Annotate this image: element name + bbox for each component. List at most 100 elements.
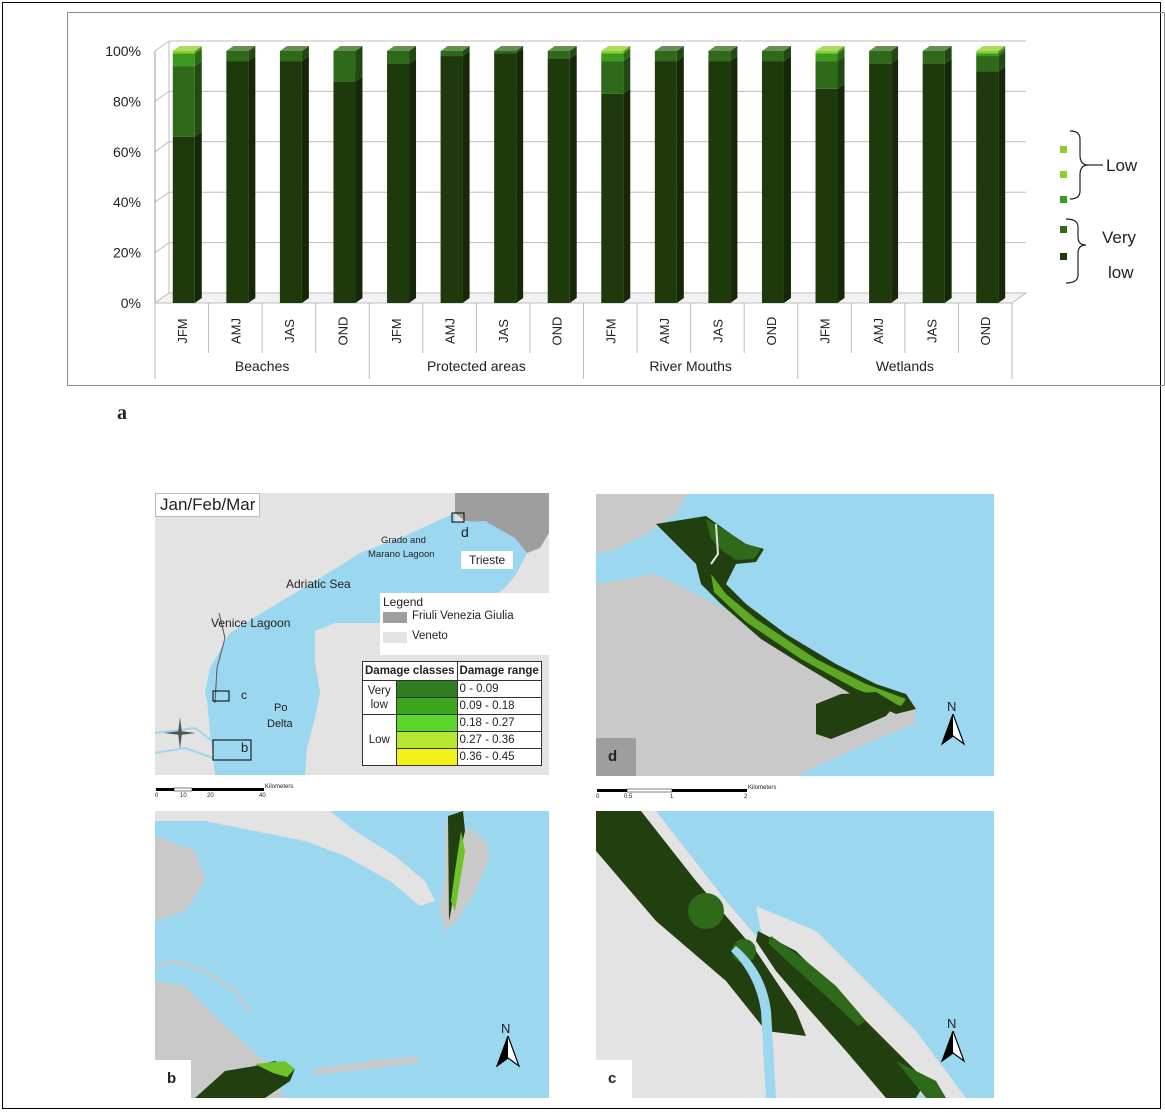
scale-tick: 2 <box>744 794 748 800</box>
bar-segment <box>708 46 738 62</box>
legend-veneto-label: Veneto <box>412 630 448 642</box>
bar-segment <box>547 46 577 59</box>
grid-line <box>154 90 170 102</box>
legend-veneto-swatch <box>383 632 407 643</box>
map-b-label: b <box>155 1060 191 1098</box>
north-arrow-icon <box>495 1036 521 1068</box>
x-tick-label: JFM <box>603 318 618 343</box>
bar-segment <box>226 56 256 303</box>
bar-segment <box>976 48 1006 57</box>
map-d-graphic <box>596 494 916 776</box>
fvg-land <box>455 493 549 553</box>
scale-unit: Kilometers <box>748 785 777 791</box>
bar-segment <box>440 51 470 303</box>
map-d-label: d <box>596 738 636 776</box>
legend-swatch <box>1060 226 1067 233</box>
group-label: Wetlands <box>876 358 934 374</box>
label-venice-lagoon: Venice Lagoon <box>211 616 291 630</box>
map-d-scale-bar: Kilometers 0 0.5 1 2 <box>596 785 776 806</box>
scale-tick: 0.5 <box>624 794 633 800</box>
damage-range-4: 0.36 - 0.45 <box>456 748 542 766</box>
bar-segment <box>601 46 631 54</box>
bar-segment <box>761 56 791 303</box>
header-damage-range: Damage range <box>456 661 542 681</box>
bar-segment <box>601 48 631 62</box>
label-po: Po <box>274 702 288 714</box>
bar-segment <box>654 46 684 62</box>
label-d: d <box>461 524 469 540</box>
x-tick-label: OND <box>550 317 565 346</box>
y-tick-label: 80% <box>113 93 141 109</box>
map-b: b N <box>155 811 549 1098</box>
bar-segment <box>172 131 202 303</box>
map-c-label: c <box>596 1060 632 1098</box>
bar-segment <box>654 56 684 303</box>
x-tick-label: JAS <box>282 319 297 343</box>
map-b-graphic <box>155 811 490 1098</box>
x-tick-label: JAS <box>496 319 511 343</box>
legend-swatch <box>1060 253 1067 260</box>
group-label: Beaches <box>235 358 289 374</box>
y-tick-label: 100% <box>105 43 141 59</box>
legend-fvg-label: Friuli Venezia Giulia <box>412 610 514 622</box>
zoom-box-d <box>451 512 465 523</box>
north-arrow-icon <box>940 714 966 746</box>
bar-segment <box>387 58 417 303</box>
north-label: N <box>501 1021 511 1036</box>
y-tick-label: 0% <box>121 295 141 311</box>
legend-swatch <box>1060 146 1067 153</box>
sea-area <box>207 521 527 775</box>
y-tick-label: 20% <box>113 245 141 261</box>
damage-range-1: 0.09 - 0.18 <box>456 697 542 715</box>
x-tick-label: JFM <box>175 318 190 343</box>
panel-label-a: a <box>117 402 127 424</box>
legend-brace-low <box>1069 130 1089 200</box>
label-marano: Marano Lagoon <box>368 549 435 560</box>
x-tick-label: JAS <box>710 319 725 343</box>
header-damage-classes: Damage classes <box>362 661 458 681</box>
grid-line <box>154 141 170 153</box>
x-tick-label: JFM <box>389 318 404 343</box>
scale-tick: 0 <box>596 794 600 800</box>
map-d: d N <box>596 494 994 776</box>
bar-segment <box>279 46 309 62</box>
scale-tick: 10 <box>180 793 187 799</box>
bar-segment <box>279 56 309 303</box>
bar-segment <box>226 46 256 62</box>
label-b: b <box>241 740 249 755</box>
damage-range-3: 0.27 - 0.36 <box>456 731 542 749</box>
bar-segment <box>172 46 202 54</box>
x-tick-label: AMJ <box>871 318 886 344</box>
bar-segment <box>976 51 1006 72</box>
x-tick-label: AMJ <box>657 318 672 344</box>
damage-range-2: 0.18 - 0.27 <box>456 714 542 732</box>
bar-segment <box>976 66 1006 303</box>
label-trieste: Trieste <box>461 551 514 569</box>
damage-swatch <box>395 697 458 715</box>
grid-line <box>154 242 170 254</box>
legend-fvg-swatch <box>383 612 407 623</box>
north-label: N <box>947 1016 957 1031</box>
damage-swatch <box>395 680 458 698</box>
x-tick-label: OND <box>335 317 350 346</box>
scale-tick: 20 <box>207 793 214 799</box>
bar-segment <box>922 46 952 64</box>
label-adriatic-sea: Adriatic Sea <box>286 577 351 591</box>
label-grado: Grado and <box>381 535 426 546</box>
map-legend: Legend Friuli Venezia Giulia Veneto <box>380 593 549 655</box>
scale-tick: 0 <box>155 793 159 799</box>
y-tick-label: 40% <box>113 194 141 210</box>
y-tick-label: 60% <box>113 144 141 160</box>
north-arrow-icon <box>940 1031 966 1063</box>
damage-swatch <box>395 731 458 749</box>
class-very-low: Very low <box>362 680 397 715</box>
label-c: c <box>241 688 247 702</box>
overview-scale-bar: Kilometers 0 10 20 40 <box>155 784 305 805</box>
bar-segment <box>333 46 363 82</box>
legend-label-low: Low <box>1106 156 1138 175</box>
chart-panel-a: 0% 20% 40% 60% 80% 100% JFM AMJ JAS OND JFM AMJ JAS O… <box>67 12 1165 386</box>
bar-segment <box>922 58 952 303</box>
damage-swatch <box>395 748 458 766</box>
bar-segment <box>815 56 845 89</box>
